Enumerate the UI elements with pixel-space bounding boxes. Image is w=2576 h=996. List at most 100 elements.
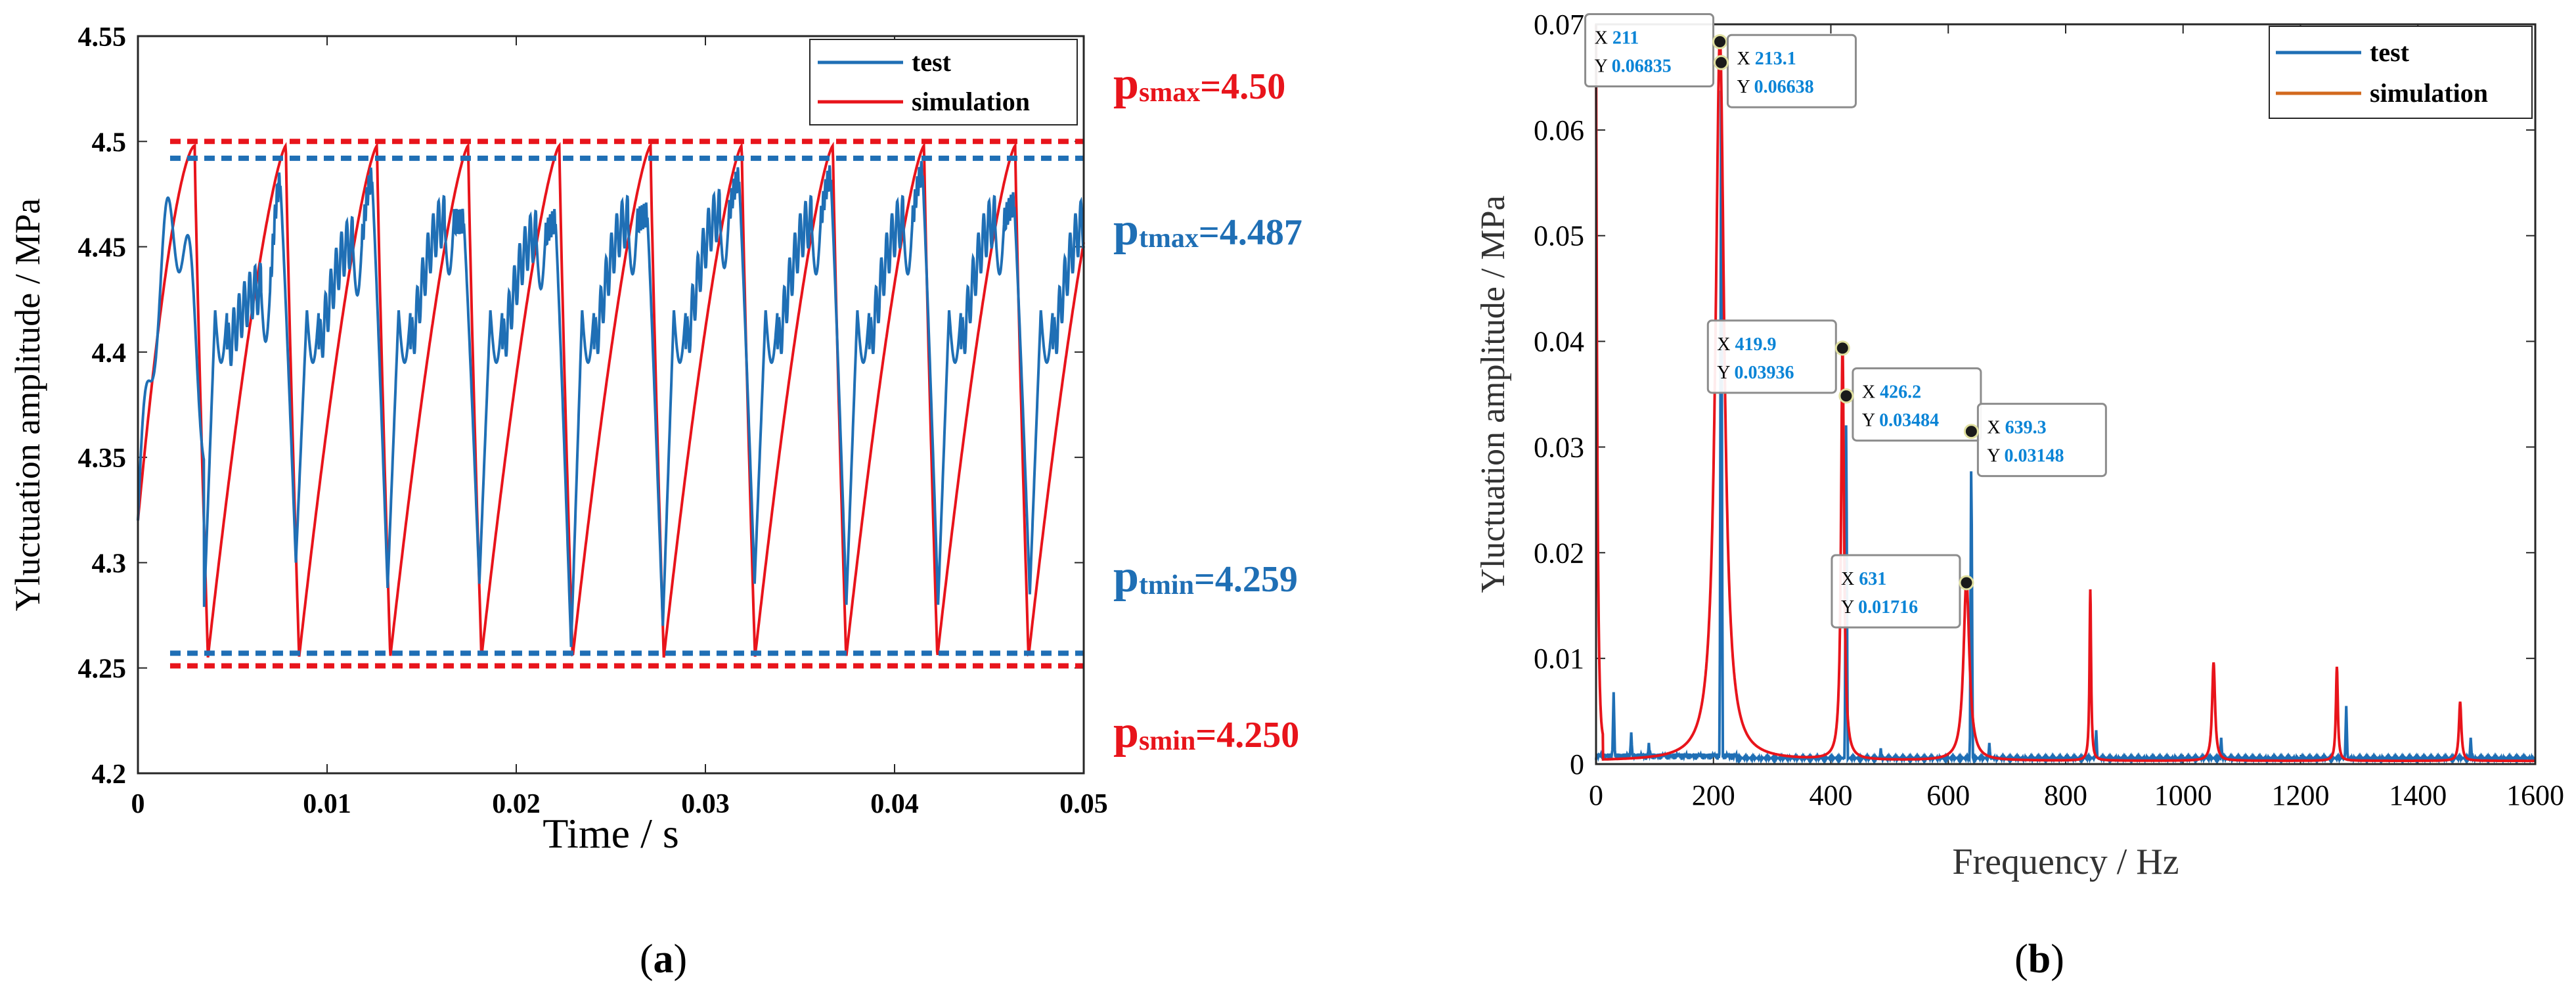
label-ptmax: ptmax=4.487 bbox=[1113, 204, 1302, 255]
b-datatip-y: Y 0.03484 bbox=[1862, 411, 1939, 431]
b-xtick-label: 0 bbox=[1589, 779, 1603, 811]
panel-a-time-chart: 0 0.01 0.02 0.03 0.04 0.05 4.2 4.25 4.3 4.35 4.4 4.… bbox=[8, 22, 1302, 982]
a-ytick-label: 4.2 bbox=[92, 759, 127, 790]
panel-b-axes-box bbox=[1595, 23, 2537, 765]
panel-a-plot-area bbox=[138, 36, 1084, 773]
panel-b-ylabel: Yluctuation amplitude / MPa bbox=[1475, 195, 1512, 593]
b-ytick-label: 0.01 bbox=[1534, 643, 1584, 675]
panel-a-xlabel: Time / s bbox=[543, 810, 679, 857]
panel-a-caption: (a) bbox=[640, 937, 687, 982]
b-datatip-x-value: 631 bbox=[1859, 569, 1886, 589]
a-ytick-label: 4.4 bbox=[92, 338, 127, 369]
a-xtick-label: 0.02 bbox=[492, 789, 541, 819]
panel-b-series bbox=[1595, 24, 2537, 765]
label-ptmin: ptmin=4.259 bbox=[1113, 551, 1298, 602]
b-datatip-y-label: Y bbox=[1987, 446, 2004, 466]
a-ytick-label: 4.55 bbox=[78, 22, 127, 53]
b-datatip-marker bbox=[1712, 34, 1728, 50]
b-datatip-box bbox=[1976, 403, 2107, 478]
b-datatip-x-label: X bbox=[1862, 382, 1880, 403]
b-datatip-y-value: 0.06835 bbox=[1612, 57, 1672, 77]
panel-b-legend: test simulation bbox=[2269, 26, 2533, 119]
b-datatip-box bbox=[1831, 554, 1961, 629]
b-datatip-marker bbox=[1838, 388, 1854, 404]
b-ytick-label: 0.05 bbox=[1534, 220, 1584, 252]
a-ytick-label: 4.3 bbox=[92, 549, 127, 579]
b-xtick-label: 200 bbox=[1692, 779, 1735, 811]
panel-b-legend-box bbox=[2269, 26, 2533, 119]
panel-a-legend-test-label: test bbox=[912, 47, 952, 77]
b-datatip-y: Y 0.06835 bbox=[1595, 57, 1672, 77]
b-xtick-label: 1200 bbox=[2272, 779, 2330, 811]
panel-b-letter: b bbox=[2028, 937, 2051, 982]
b-datatip-x-value: 211 bbox=[1612, 28, 1639, 49]
b-datatip-x-label: X bbox=[1841, 569, 1859, 589]
b-ytick-label: 0 bbox=[1570, 748, 1584, 781]
b-series-simulation bbox=[1595, 24, 2535, 763]
panel-a-axes-box bbox=[137, 35, 1085, 775]
a-ytick-label: 4.45 bbox=[78, 233, 127, 263]
b-datatip-y-value: 0.03484 bbox=[1879, 411, 1939, 431]
b-datatip-x-value: 419.9 bbox=[1735, 334, 1777, 355]
b-xtick-label: 1000 bbox=[2154, 779, 2212, 811]
panel-a-legend-simulation-label: simulation bbox=[912, 87, 1030, 116]
a-xtick-label: 0.01 bbox=[303, 789, 351, 819]
a-ytick-label: 4.25 bbox=[78, 654, 127, 685]
b-datatip-y: Y 0.03148 bbox=[1987, 446, 2064, 466]
a-ytick-label: 4.5 bbox=[92, 127, 127, 158]
b-datatip-x: X 213.1 bbox=[1737, 49, 1796, 69]
b-datatip-x: X 419.9 bbox=[1717, 334, 1776, 355]
b-datatip-marker bbox=[1959, 575, 1974, 591]
b-datatip-x-label: X bbox=[1987, 418, 2005, 438]
panel-a-reference-lines bbox=[169, 139, 1084, 669]
b-datatip-y-value: 0.01716 bbox=[1858, 597, 1918, 618]
a-xtick-label: 0.05 bbox=[1059, 789, 1108, 819]
b-datatip-y-label: Y bbox=[1841, 597, 1858, 618]
b-datatip-y: Y 0.03936 bbox=[1717, 363, 1794, 383]
b-xtick-label: 600 bbox=[1926, 779, 1970, 811]
b-datatip-x: X 211 bbox=[1595, 28, 1639, 49]
label-psmax: psmax=4.50 bbox=[1113, 58, 1285, 109]
panel-b-xlabel: Frequency / Hz bbox=[1952, 842, 2179, 882]
b-datatip-marker bbox=[1834, 340, 1850, 356]
panel-a-series bbox=[137, 141, 1085, 658]
panel-b-tick-labels: 0 200 400 600 800 1000 1200 1400 1600 0 0.01 0.02 0.… bbox=[1534, 9, 2564, 811]
panel-a-legend-box bbox=[809, 39, 1078, 125]
a-xtick-label: 0 bbox=[131, 789, 145, 819]
b-datatip-box bbox=[1584, 13, 1715, 88]
b-datatip-marker bbox=[1963, 424, 1979, 440]
b-datatip-x-label: X bbox=[1737, 49, 1754, 69]
b-datatip-y-value: 0.06638 bbox=[1754, 77, 1814, 97]
a-ytick-label: 4.35 bbox=[78, 443, 127, 474]
panel-a-ylabel: Yluctuation amplitude / MPa bbox=[8, 198, 47, 611]
b-datatip-y-value: 0.03936 bbox=[1734, 363, 1794, 383]
b-datatip-y-label: Y bbox=[1717, 363, 1734, 383]
b-datatip-y-label: Y bbox=[1595, 57, 1612, 77]
a-xtick-label: 0.03 bbox=[681, 789, 730, 819]
b-datatip-x-label: X bbox=[1595, 28, 1612, 49]
b-datatip-x-value: 639.3 bbox=[2005, 418, 2047, 438]
panel-a-legend: test simulation bbox=[809, 39, 1078, 125]
b-datatip-x-value: 426.2 bbox=[1880, 382, 1921, 403]
b-datatip-y-label: Y bbox=[1862, 411, 1879, 431]
panel-a-letter: a bbox=[654, 937, 674, 982]
label-psmin: psmin=4.250 bbox=[1113, 707, 1299, 758]
b-ytick-label: 0.02 bbox=[1534, 537, 1584, 569]
b-xtick-label: 800 bbox=[2044, 779, 2087, 811]
b-ytick-label: 0.06 bbox=[1534, 114, 1584, 147]
a-series-test bbox=[137, 161, 1085, 647]
b-datatip-y-value: 0.03148 bbox=[2005, 446, 2064, 466]
b-datatip-x: X 639.3 bbox=[1987, 418, 2046, 438]
b-datatip-y: Y 0.01716 bbox=[1841, 597, 1918, 618]
panel-b-caption: (b) bbox=[2014, 937, 2064, 982]
b-xtick-label: 400 bbox=[1810, 779, 1853, 811]
b-xtick-label: 1400 bbox=[2389, 779, 2447, 811]
b-datatip-y-label: Y bbox=[1737, 77, 1754, 97]
b-datatip-box bbox=[1706, 319, 1837, 394]
b-datatip-box bbox=[1726, 34, 1857, 108]
b-ytick-label: 0.04 bbox=[1534, 326, 1584, 358]
panel-b-spectrum-chart: 0 200 400 600 800 1000 1200 1400 1600 0 0.01 0.02 0.… bbox=[1475, 9, 2564, 982]
b-ytick-label: 0.03 bbox=[1534, 431, 1584, 463]
b-ytick-label: 0.07 bbox=[1534, 9, 1584, 41]
